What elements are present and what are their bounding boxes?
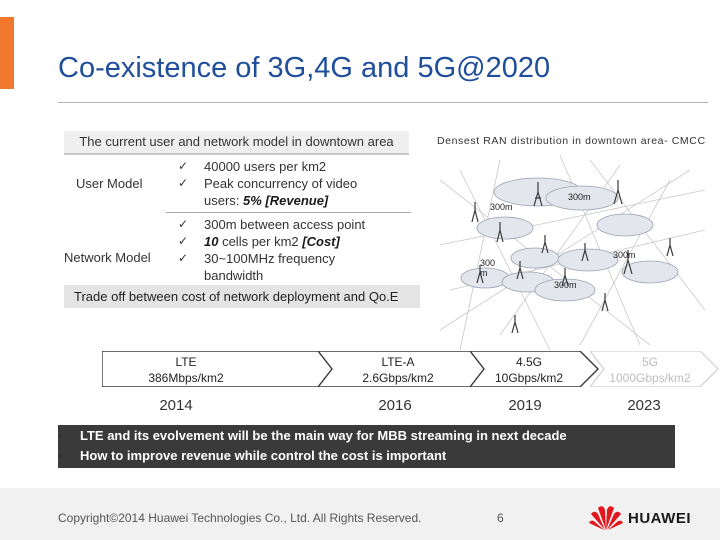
timeline-rate-5g: 1000Gbps/km2 (609, 371, 691, 385)
huawei-logo-icon (589, 506, 623, 530)
huawei-logo-text: HUAWEI (628, 510, 691, 527)
check-icon: ✓ (178, 176, 189, 190)
tradeoff-banner: Trade off between cost of network deploy… (64, 285, 420, 308)
revenue-highlight: 5% [Revenue] (243, 193, 329, 208)
bullet-dot-icon: ● (58, 431, 63, 440)
timeline-arrow-4-5g (470, 351, 599, 387)
network-model-line-2: 10 cells per km2 [Cost] (204, 233, 340, 250)
conclusion-line-1: LTE and its evolvement will be the main … (80, 428, 567, 443)
copyright-text: Copyright©2014 Huawei Technologies Co., … (58, 511, 422, 525)
network-model-line-2-text: cells per km2 (218, 234, 303, 249)
distance-label: m (480, 268, 488, 278)
diagram-title: Densest RAN distribution in downtown are… (437, 135, 706, 147)
accent-bar (0, 17, 14, 89)
tower-icons (471, 180, 674, 334)
distance-labels: 300m 300m 300m 300 m 300m (480, 192, 636, 290)
check-icon: ✓ (178, 234, 189, 248)
tower-icon (496, 222, 504, 243)
tower-icon (601, 293, 609, 312)
ran-distribution-diagram: 300m 300m 300m 300 m 300m (440, 154, 706, 350)
check-icon: ✓ (178, 217, 189, 231)
check-icon: ✓ (178, 251, 189, 265)
timeline-rate-4-5g: 10Gbps/km2 (494, 371, 564, 385)
distance-label: 300m (554, 280, 577, 290)
page-number: 6 (497, 511, 504, 525)
user-model-line-2: Peak concurrency of video (204, 176, 358, 191)
tower-icon (516, 261, 524, 280)
tower-icon (541, 235, 549, 254)
timeline-tech-lte-a: LTE-A (381, 355, 415, 369)
tower-icon (471, 202, 479, 223)
tower-icon (666, 238, 674, 257)
tower-icon (476, 265, 484, 284)
timeline-year-2016: 2016 (378, 397, 412, 414)
network-model-line-3: 30~100MHz frequency (204, 251, 336, 266)
slide-title: Co-existence of 3G,4G and 5G@2020 (58, 52, 551, 84)
footer-bar (0, 488, 720, 540)
check-icon: ✓ (178, 159, 189, 173)
distance-label: 300m (490, 202, 513, 212)
network-model-line-4: bandwidth (204, 268, 264, 283)
row-divider (166, 212, 411, 213)
tower-icon (623, 250, 633, 275)
user-model-line-3-text: users: (204, 193, 244, 208)
timeline-tech-4-5g: 4.5G (515, 355, 542, 369)
timeline-year-2014: 2014 (159, 397, 193, 414)
cells-count-highlight: 10 (204, 234, 219, 249)
timeline-rate-lte-a: 2.6Gbps/km2 (362, 371, 434, 385)
timeline-rate-lte: 386Mbps/km2 (148, 371, 224, 385)
timeline-arrow-lte-a (318, 351, 497, 387)
tower-icon (581, 243, 589, 262)
distance-label: 300m (568, 192, 591, 202)
tower-icon (533, 182, 543, 207)
conclusion-box (58, 425, 675, 468)
user-model-line-1: 40000 users per km2 (204, 159, 327, 174)
timeline-tech-lte: LTE (175, 355, 197, 369)
tower-icon (561, 268, 569, 287)
timeline-year-2019: 2019 (508, 397, 542, 414)
bullet-dot-icon: ● (58, 451, 63, 460)
distance-label: 300 (480, 258, 495, 268)
cost-highlight: [Cost] (302, 234, 340, 249)
user-model-line-3: users: 5% [Revenue] (204, 192, 328, 209)
table-header: The current user and network model in do… (64, 131, 409, 155)
network-model-label: Network Model (64, 250, 151, 265)
conclusion-line-2: How to improve revenue while control the… (80, 448, 447, 463)
tower-icon (511, 315, 519, 334)
timeline-year-2023: 2023 (627, 397, 661, 414)
tower-icon (613, 180, 623, 205)
timeline-tech-5g: 5G (641, 355, 658, 369)
title-divider (58, 102, 708, 103)
network-model-line-1: 300m between access point (204, 217, 366, 232)
user-model-label: User Model (76, 176, 143, 191)
distance-label: 300m (613, 250, 636, 260)
timeline-arrow-5g (590, 351, 719, 387)
